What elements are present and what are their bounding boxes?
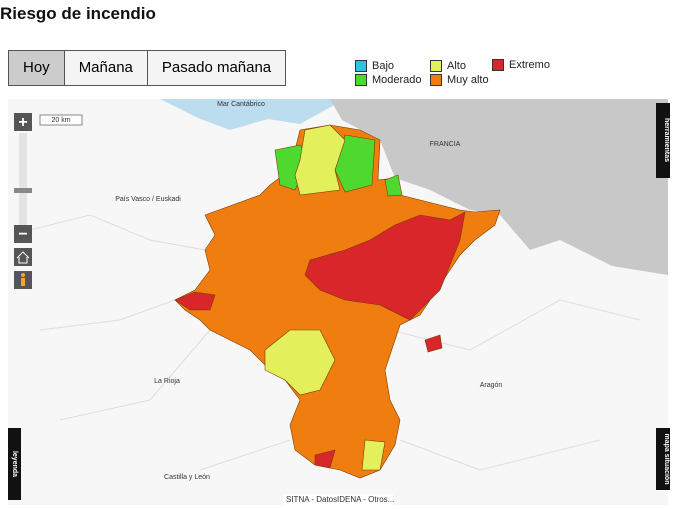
day-tabs: Hoy Mañana Pasado mañana bbox=[8, 50, 287, 86]
legend-item: Bajo bbox=[355, 60, 394, 72]
day-tab[interactable]: Mañana bbox=[63, 50, 148, 86]
navarra-regions bbox=[174, 124, 501, 479]
attribution[interactable]: IDENA - Otros... bbox=[337, 495, 394, 504]
legend: Bajo Moderado Alto Muy alto Extremo bbox=[355, 59, 555, 92]
home-icon bbox=[16, 251, 30, 264]
zoom-slider[interactable] bbox=[19, 133, 27, 225]
legend-label: Moderado bbox=[372, 74, 422, 86]
person-icon bbox=[21, 273, 25, 277]
day-tab[interactable]: Hoy bbox=[8, 50, 65, 86]
legend-item: Moderado bbox=[355, 74, 422, 86]
legend-label: Alto bbox=[447, 60, 466, 72]
scale-bar bbox=[39, 114, 83, 126]
map-label: Aragón bbox=[480, 382, 503, 389]
map-label: Mar Cantábrico bbox=[217, 101, 265, 108]
zoom-in-label: + bbox=[18, 114, 27, 131]
map-label: Castilla y León bbox=[164, 474, 210, 481]
tools-tab-label: herramientas bbox=[663, 118, 670, 162]
zoom-in[interactable] bbox=[14, 113, 32, 131]
street-view-button[interactable] bbox=[14, 271, 32, 289]
map-label: FRANCIA bbox=[430, 141, 461, 148]
person-icon bbox=[21, 278, 25, 286]
attribution-box bbox=[283, 494, 393, 505]
legend-tab[interactable] bbox=[8, 428, 21, 500]
legend-tab-label: leyenda bbox=[11, 451, 18, 477]
location-tab[interactable] bbox=[656, 428, 670, 490]
tools-tab[interactable] bbox=[656, 103, 670, 178]
legend-swatch bbox=[430, 74, 442, 86]
legend-label: Muy alto bbox=[447, 74, 489, 86]
sea bbox=[160, 99, 345, 130]
legend-item: Muy alto bbox=[430, 74, 489, 86]
home-button[interactable] bbox=[14, 248, 32, 266]
zoom-out-label: − bbox=[18, 226, 27, 243]
map-background bbox=[8, 99, 668, 505]
legend-swatch bbox=[430, 60, 442, 72]
zoom-out[interactable] bbox=[14, 225, 32, 243]
legend-swatch bbox=[492, 59, 504, 71]
page-title: Riesgo de incendio bbox=[0, 4, 156, 23]
map-label: La Rioja bbox=[154, 378, 180, 385]
borders bbox=[29, 214, 641, 471]
location-tab-label: mapa situación bbox=[663, 434, 670, 485]
map-label: País Vasco / Euskadi bbox=[115, 196, 181, 203]
legend-swatch bbox=[355, 74, 367, 86]
scale-label: 20 km bbox=[51, 117, 70, 124]
france bbox=[330, 99, 668, 275]
zoom-handle[interactable] bbox=[14, 188, 32, 193]
legend-label: Extremo bbox=[509, 59, 550, 71]
legend-label: Bajo bbox=[372, 60, 395, 72]
day-tab[interactable]: Pasado mañana bbox=[146, 50, 287, 86]
legend-swatch bbox=[355, 60, 367, 72]
attribution[interactable]: SITNA - Datos bbox=[286, 495, 337, 504]
legend-item: Alto bbox=[430, 60, 466, 72]
legend-item: Extremo bbox=[492, 59, 550, 71]
